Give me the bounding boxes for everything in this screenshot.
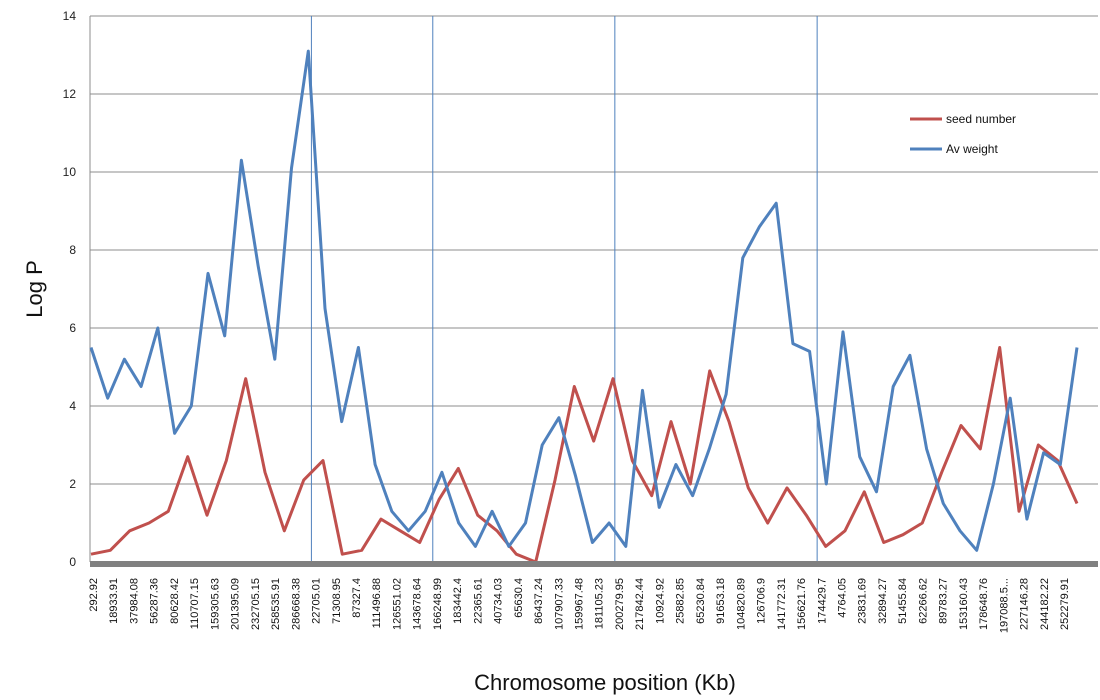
y-tick-label: 0 xyxy=(69,555,76,569)
x-tick-label: 10924.92 xyxy=(654,578,666,624)
y-axis-ticks: 0 2 4 6 8 10 12 14 xyxy=(63,9,77,569)
x-tick-label: 62266.62 xyxy=(917,578,929,624)
x-tick-label: 153160.43 xyxy=(958,578,970,630)
x-tick-label: 201395.09 xyxy=(230,578,242,630)
x-tick-label: 159967.48 xyxy=(574,578,586,630)
x-tick-label: 111496.88 xyxy=(371,578,383,628)
x-tick-label: 126706.9 xyxy=(756,578,768,624)
y-tick-label: 14 xyxy=(63,9,77,23)
x-tick-label: 87327.4 xyxy=(351,578,363,618)
y-tick-label: 6 xyxy=(69,321,76,335)
x-tick-label: 37984.08 xyxy=(128,578,140,624)
x-tick-label: 181105.23 xyxy=(594,578,606,629)
x-tick-label: 51455.84 xyxy=(897,578,909,624)
legend: seed number Av weight xyxy=(910,112,1016,156)
x-axis-ticks: 292.92 18933.91 37984.08 56287.36 80628.42 11… xyxy=(88,578,1071,633)
x-tick-label: 80628.42 xyxy=(169,578,181,624)
series-line-seed-number xyxy=(90,346,1079,564)
x-tick-label: 217842.44 xyxy=(634,578,646,630)
x-axis-title: Chromosome position (Kb) xyxy=(474,670,736,695)
x-tick-label: 89783.27 xyxy=(938,578,950,624)
x-tick-label: 200279.95 xyxy=(614,578,626,630)
y-tick-label: 8 xyxy=(69,243,76,257)
y-tick-label: 2 xyxy=(69,477,76,491)
x-tick-label: 110707.15 xyxy=(189,578,201,629)
x-tick-label: 178648.76 xyxy=(978,578,990,630)
y-tick-label: 12 xyxy=(63,87,77,101)
x-tick-label: 22365.61 xyxy=(472,578,484,624)
x-tick-label: 232705.15 xyxy=(250,578,262,630)
x-tick-label: 292.92 xyxy=(88,578,100,612)
x-tick-label: 32894.27 xyxy=(877,578,889,624)
x-tick-label: 22705.01 xyxy=(311,578,323,624)
x-tick-label: 107907.33 xyxy=(553,578,565,630)
x-tick-label: 23831.69 xyxy=(857,578,869,624)
x-tick-label: 4764.05 xyxy=(836,578,848,618)
gridlines xyxy=(89,15,1098,562)
x-tick-label: 65230.84 xyxy=(695,578,707,624)
x-tick-label: 143678.64 xyxy=(412,578,424,630)
x-tick-label: 65630.4 xyxy=(513,578,525,618)
x-tick-label: 286668.38 xyxy=(290,578,302,630)
series-line-av-weight xyxy=(89,49,1079,552)
y-tick-label: 10 xyxy=(63,165,77,179)
x-tick-label: 71308.95 xyxy=(331,578,343,624)
y-tick-label: 4 xyxy=(69,399,76,413)
series-lines xyxy=(89,49,1079,564)
legend-label: Av weight xyxy=(946,142,998,156)
x-tick-label: 258535.91 xyxy=(270,578,282,630)
x-tick-label: 227146.28 xyxy=(1019,578,1031,630)
x-tick-label: 252279.91 xyxy=(1059,578,1071,630)
x-tick-label: 56287.36 xyxy=(149,578,161,624)
x-tick-label: 91653.18 xyxy=(715,578,727,624)
x-tick-label: 156621.76 xyxy=(796,578,808,630)
x-tick-label: 183442.4 xyxy=(452,578,464,624)
chromosome-boundaries xyxy=(310,16,818,562)
x-tick-label: 126551.02 xyxy=(391,578,403,630)
x-tick-label: 104820.89 xyxy=(735,578,747,630)
x-tick-label: 197088.5... xyxy=(998,578,1010,633)
y-axis-title: Log P xyxy=(22,260,47,318)
x-tick-label: 244182.22 xyxy=(1039,578,1051,630)
x-tick-label: 25882.85 xyxy=(675,578,687,624)
legend-label: seed number xyxy=(946,112,1016,126)
x-tick-label: 174429.7 xyxy=(816,578,828,624)
x-tick-label: 166248.99 xyxy=(432,578,444,630)
x-tick-label: 40734.03 xyxy=(493,578,505,624)
x-tick-label: 141772.31 xyxy=(776,578,788,630)
x-tick-label: 18933.91 xyxy=(108,578,120,624)
x-tick-label: 86437.24 xyxy=(533,578,545,624)
x-tick-label: 159305.63 xyxy=(209,578,221,630)
